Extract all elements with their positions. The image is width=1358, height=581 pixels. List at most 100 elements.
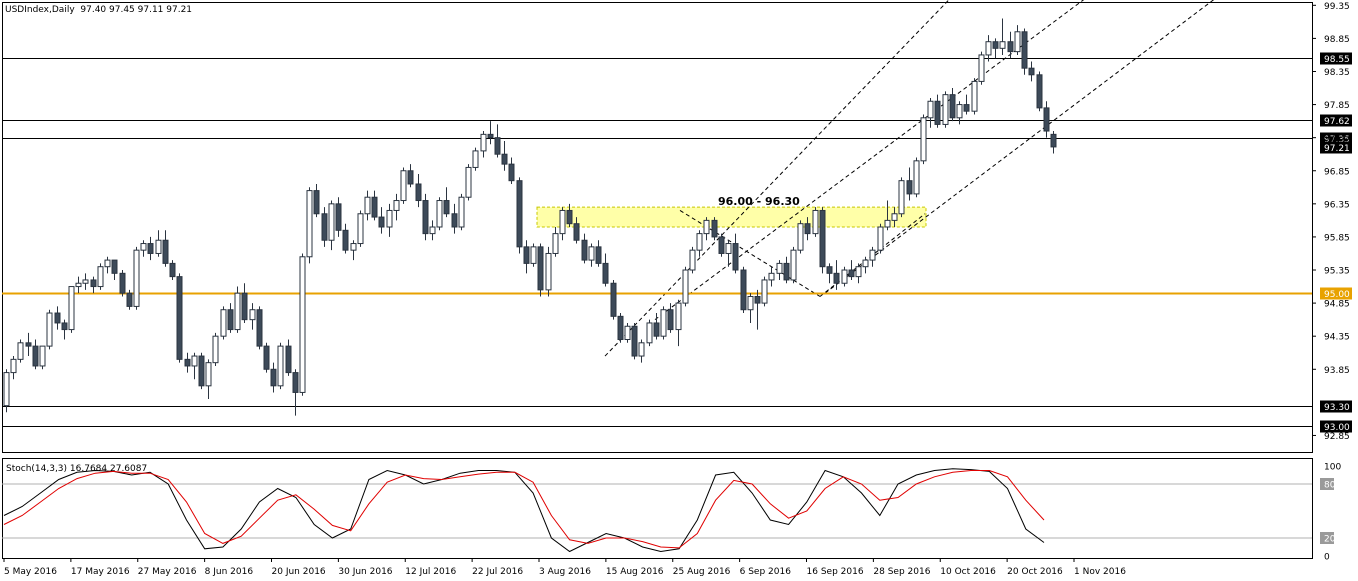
level-tag-text-93.30: 93.30: [1324, 403, 1350, 413]
candle: [891, 207, 898, 227]
candle-body-bull: [545, 252, 552, 291]
date-label: 27 May 2016: [138, 567, 197, 577]
candle-body-bear: [573, 223, 580, 241]
candle: [819, 207, 826, 274]
candle-body-bull: [971, 80, 978, 112]
candle: [913, 157, 920, 198]
candle: [530, 243, 537, 267]
candle: [1050, 131, 1057, 154]
candle: [516, 177, 523, 254]
candle-body-bull: [306, 190, 313, 258]
candle: [855, 263, 862, 284]
candle: [682, 266, 689, 307]
candle-body-bear: [126, 292, 133, 307]
date-label: 10 Oct 2016: [940, 567, 996, 577]
candle-body-bear: [602, 262, 609, 284]
candle: [906, 167, 913, 201]
candle-body-bear: [285, 345, 292, 374]
candle: [776, 260, 783, 280]
candle-body-bull: [862, 259, 869, 268]
candle-body-bull: [552, 233, 559, 254]
candle: [306, 187, 313, 264]
candle-body-bear: [906, 180, 913, 195]
level-tag-text-97.62: 97.62: [1324, 117, 1350, 127]
candle-body-bear: [667, 309, 674, 331]
candle: [949, 88, 956, 122]
candle-body-bull: [768, 272, 775, 281]
candle: [768, 266, 775, 287]
level-tag-93.30: [1320, 400, 1352, 413]
candle-body-bear: [422, 200, 429, 235]
candle-body-bear: [566, 209, 573, 225]
candle-body-bear: [1050, 133, 1057, 148]
level-tag-93.00: [1320, 420, 1352, 433]
candle: [1028, 61, 1035, 82]
candle-body-bull: [913, 160, 920, 195]
channel-line-0: [604, 0, 950, 357]
candle-body-bull: [812, 209, 819, 235]
candle: [212, 332, 219, 366]
candle-body-bear: [487, 133, 494, 139]
candle: [927, 97, 934, 128]
candle: [285, 339, 292, 376]
date-label: 6 Sep 2016: [740, 567, 792, 577]
candle-body-bear: [451, 213, 458, 228]
candle: [342, 223, 349, 254]
candle: [740, 266, 747, 314]
candle: [804, 217, 811, 241]
candle: [3, 369, 10, 413]
candle-body-bear: [32, 345, 39, 367]
candle: [552, 227, 559, 257]
candle-body-bear: [241, 292, 248, 321]
candle-body-bull: [436, 200, 443, 228]
candle: [241, 283, 248, 323]
candle: [573, 217, 580, 244]
candle-body-bear: [732, 243, 739, 271]
price-tick-label: 95.35: [1324, 267, 1350, 277]
main-panel-frame: [2, 2, 1313, 453]
candle-body-bull: [299, 256, 306, 393]
price-tick-label: 97.85: [1324, 101, 1350, 111]
candle: [675, 299, 682, 347]
candle-body-bear: [595, 246, 602, 264]
candle-body-bull: [956, 104, 963, 119]
level-tag-98.55: [1320, 52, 1352, 65]
candle: [184, 352, 191, 373]
candle: [220, 306, 227, 340]
candle-body-bull: [985, 41, 992, 56]
candle-body-bear: [1007, 41, 1014, 53]
price-tick-label: 97.35: [1324, 134, 1350, 144]
candle: [61, 319, 68, 340]
candle-body-bear: [313, 190, 320, 215]
candle: [725, 240, 732, 267]
candle: [162, 230, 169, 267]
candle-body-bull: [660, 309, 667, 337]
candle: [147, 236, 154, 261]
candle: [191, 352, 198, 380]
candle-body-bear: [25, 342, 32, 347]
candle: [711, 217, 718, 241]
candle-body-bear: [949, 94, 956, 119]
candle-body-bear: [754, 295, 761, 304]
candle: [133, 246, 140, 310]
candle-body-bull: [212, 335, 219, 364]
candle: [436, 197, 443, 231]
candle: [624, 322, 631, 343]
candle-body-bull: [458, 196, 465, 228]
candle-body-bull: [82, 279, 89, 284]
candle: [595, 240, 602, 267]
candle: [660, 306, 667, 340]
candle: [826, 263, 833, 284]
candle-body-bull: [646, 322, 653, 344]
candle: [487, 121, 494, 145]
candle-body-bull: [696, 233, 703, 251]
candle: [494, 124, 501, 158]
candle: [920, 114, 927, 165]
candle-body-bear: [1021, 31, 1028, 69]
candle: [841, 266, 848, 287]
date-label: 3 Aug 2016: [539, 567, 591, 577]
candle: [75, 276, 82, 294]
price-tick-label: 93.85: [1324, 366, 1350, 376]
candle: [884, 200, 891, 231]
candle: [559, 207, 566, 241]
